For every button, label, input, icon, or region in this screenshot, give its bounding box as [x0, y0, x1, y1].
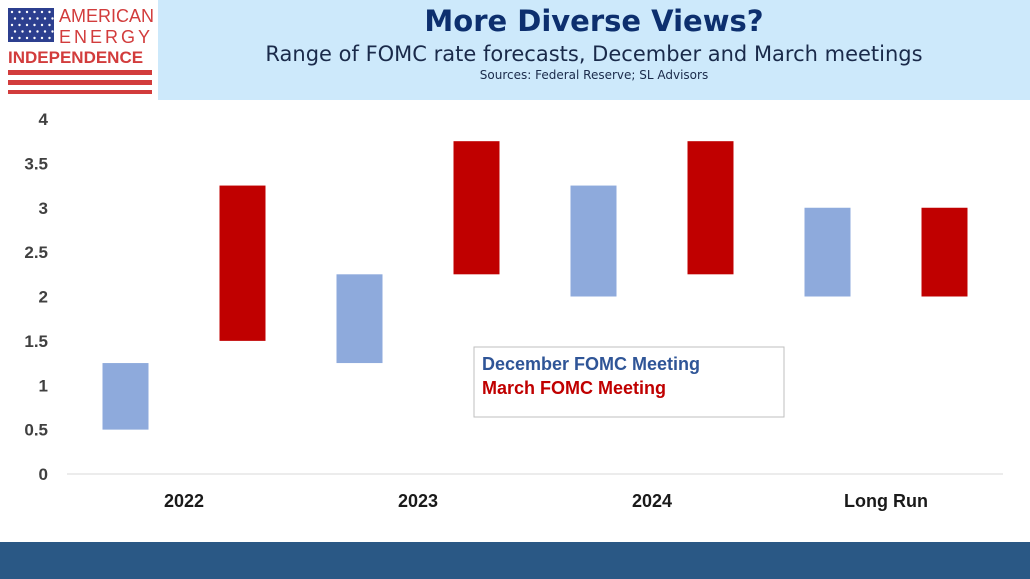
- flag-star: [51, 30, 54, 33]
- logo: AMERICAN ENERGY INDEPENDENCE: [0, 0, 158, 100]
- december-range-bar: [804, 207, 851, 297]
- flag-star: [25, 10, 29, 14]
- logo-line3: INDEPENDENCE: [8, 48, 143, 67]
- y-tick-label: 3.5: [24, 154, 48, 173]
- flag-stripe-1: [8, 70, 152, 75]
- flag-star: [18, 10, 21, 14]
- flag-star: [48, 10, 51, 14]
- flag-star: [40, 23, 44, 27]
- flag-star: [33, 36, 36, 40]
- march-range-bar: [453, 141, 500, 275]
- flag-stars: [10, 10, 54, 40]
- x-category-label: 2024: [632, 491, 672, 511]
- march-range-bar: [219, 185, 266, 341]
- page-title: More Diverse Views?: [424, 4, 764, 38]
- logo-line1: AMERICAN: [59, 6, 154, 26]
- flag-star: [21, 30, 24, 33]
- december-range-bar: [336, 274, 383, 364]
- y-tick-label: 0: [39, 465, 48, 484]
- x-category-label: 2022: [164, 491, 204, 511]
- chart-subtitle: Range of FOMC rate forecasts, December a…: [265, 42, 923, 66]
- flag-star: [43, 30, 47, 33]
- flag-star: [33, 23, 36, 27]
- flag-star: [10, 23, 14, 27]
- american-flag-logo-icon: AMERICAN ENERGY INDEPENDENCE: [8, 6, 154, 94]
- flag-star: [40, 36, 44, 40]
- flag-star: [48, 36, 51, 40]
- march-range-bar: [687, 141, 734, 275]
- logo-line2: ENERGY: [59, 27, 153, 47]
- flag-star: [13, 17, 17, 20]
- flag-star: [33, 10, 36, 14]
- flag-star: [40, 10, 44, 14]
- flag-stripe-3: [8, 90, 152, 94]
- legend-entry: December FOMC Meeting: [482, 354, 700, 374]
- flag-star: [18, 23, 21, 27]
- y-tick-label: 1.5: [24, 332, 48, 351]
- flag-star: [48, 23, 51, 27]
- flag-stripe-2: [8, 80, 152, 85]
- flag-star: [25, 36, 29, 40]
- flag-star: [21, 17, 24, 20]
- y-tick-label: 0.5: [24, 421, 48, 440]
- flag-star: [10, 10, 14, 14]
- chart: 0 0.5 1 1.5 2 2.5 3 3.5 4 2022 2023 2024 Long Run Dec…: [24, 110, 1003, 511]
- december-range-bar: [102, 363, 149, 430]
- flag-star: [10, 36, 14, 40]
- flag-star: [28, 17, 32, 20]
- legend-entry: March FOMC Meeting: [482, 378, 666, 398]
- x-category-label: 2023: [398, 491, 438, 511]
- y-tick-label: 1: [39, 376, 48, 395]
- legend-box: [473, 346, 785, 418]
- header-banner: AMERICAN ENERGY INDEPENDENCE More Divers…: [0, 0, 1030, 100]
- flag-star: [13, 30, 17, 33]
- flag-star: [43, 17, 47, 20]
- y-tick-label: 2: [39, 288, 48, 307]
- december-range-bar: [570, 185, 617, 297]
- flag-star: [36, 17, 39, 20]
- flag-star: [28, 30, 32, 33]
- y-tick-label: 3: [39, 199, 48, 218]
- footer-bar: [0, 542, 1030, 579]
- flag-star: [51, 17, 54, 20]
- x-category-label: Long Run: [844, 491, 928, 511]
- flag-star: [18, 36, 21, 40]
- flag-star: [25, 23, 29, 27]
- march-range-bar: [921, 207, 968, 297]
- y-tick-label: 2.5: [24, 243, 48, 262]
- y-tick-label: 4: [39, 110, 49, 129]
- flag-canton: [8, 8, 54, 42]
- flag-star: [36, 30, 39, 33]
- sources-note: Sources: Federal Reserve; SL Advisors: [479, 68, 709, 82]
